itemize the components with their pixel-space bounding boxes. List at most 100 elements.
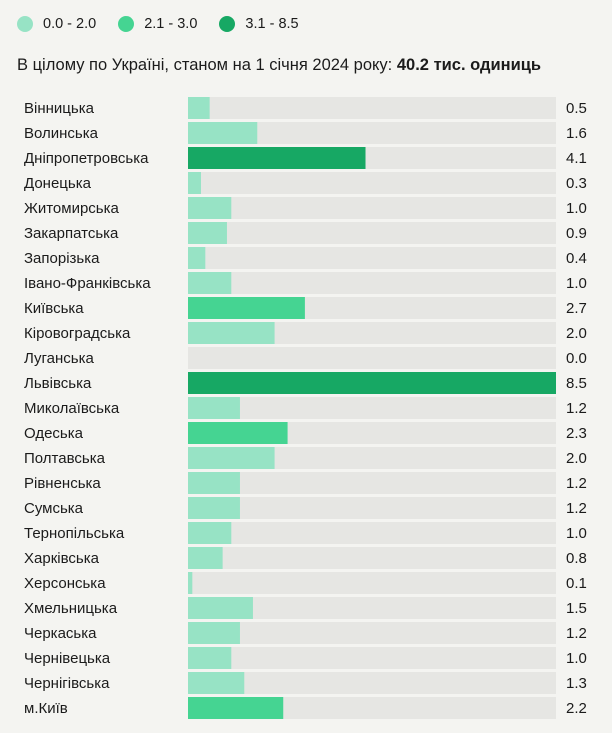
legend-item-low[interactable]: 0.0 - 2.0 (17, 16, 96, 32)
bar-row-миколаївська[interactable]: Миколаївська 1.2 (24, 397, 587, 419)
bar-track (188, 322, 556, 344)
category-label: Волинська (24, 125, 99, 142)
bar-track (188, 472, 556, 494)
category-label: Тернопільська (24, 525, 125, 542)
bar-row-чернівецька[interactable]: Чернівецька 1.0 (24, 647, 587, 669)
category-label: м.Київ (24, 700, 68, 717)
bar[interactable] (188, 172, 201, 194)
category-label: Луганська (24, 350, 94, 367)
bar[interactable] (188, 497, 240, 519)
bar[interactable] (188, 697, 284, 719)
category-label: Черкаська (24, 625, 97, 642)
bar[interactable] (188, 522, 232, 544)
legend-dot-mid-icon (118, 16, 135, 32)
bar[interactable] (188, 222, 227, 244)
value-label: 0.4 (566, 250, 587, 267)
bar-row-хмельницька[interactable]: Хмельницька 1.5 (24, 597, 587, 619)
category-label: Полтавська (24, 450, 106, 467)
bar[interactable] (188, 422, 288, 444)
bar[interactable] (188, 147, 366, 169)
bar[interactable] (188, 122, 258, 144)
bar-row-харківська[interactable]: Харківська 0.8 (24, 547, 587, 569)
category-label: Запорізька (24, 250, 100, 267)
bar-row-кіровоградська[interactable]: Кіровоградська 2.0 (24, 322, 587, 344)
bar-track (188, 347, 556, 369)
bar-row-вінницька[interactable]: Вінницька 0.5 (24, 97, 587, 119)
bar[interactable] (188, 197, 232, 219)
bar-row-сумська[interactable]: Сумська 1.2 (24, 497, 587, 519)
bar-track (188, 172, 556, 194)
value-label: 8.5 (566, 375, 587, 392)
bar-track (188, 647, 556, 669)
bar-row-івано-франківська[interactable]: Івано-Франківська 1.0 (24, 272, 587, 294)
bar[interactable] (188, 372, 556, 394)
bar[interactable] (188, 572, 193, 594)
legend: 0.0 - 2.0 2.1 - 3.0 3.1 - 8.5 (17, 10, 321, 38)
bar[interactable] (188, 672, 245, 694)
value-label: 0.3 (566, 175, 587, 192)
legend-item-high[interactable]: 3.1 - 8.5 (219, 16, 299, 32)
bar-row-м-київ[interactable]: м.Київ 2.2 (24, 697, 587, 719)
bar[interactable] (188, 97, 210, 119)
bar[interactable] (188, 647, 232, 669)
bar-row-київська[interactable]: Київська 2.7 (24, 297, 587, 319)
bar-track (188, 497, 556, 519)
category-label: Чернівецька (24, 650, 111, 667)
bar-row-житомирська[interactable]: Житомирська 1.0 (24, 197, 587, 219)
bar[interactable] (188, 547, 223, 569)
bar[interactable] (188, 447, 275, 469)
bar-row-тернопільська[interactable]: Тернопільська 1.0 (24, 522, 587, 544)
bar-track (188, 597, 556, 619)
legend-dot-high-icon (219, 16, 236, 32)
bar-row-закарпатська[interactable]: Закарпатська 0.9 (24, 222, 587, 244)
bar-row-дніпропетровська[interactable]: Дніпропетровська 4.1 (24, 147, 587, 169)
bar-row-чернігівська[interactable]: Чернігівська 1.3 (24, 672, 587, 694)
bar[interactable] (188, 472, 240, 494)
bar-row-донецька[interactable]: Донецька 0.3 (24, 172, 587, 194)
category-label: Рівненська (24, 475, 101, 492)
category-label: Одеська (24, 425, 84, 442)
bar-track (188, 547, 556, 569)
category-label: Вінницька (24, 100, 95, 117)
bar-track (188, 197, 556, 219)
bar[interactable] (188, 297, 305, 319)
value-label: 0.9 (566, 225, 587, 242)
value-label: 0.5 (566, 100, 587, 117)
bar-row-одеська[interactable]: Одеська 2.3 (24, 422, 587, 444)
category-label: Сумська (24, 500, 84, 517)
bar[interactable] (188, 397, 240, 419)
bar-row-львівська[interactable]: Львівська 8.5 (24, 372, 587, 394)
bar[interactable] (188, 247, 206, 269)
bar-row-херсонська[interactable]: Херсонська 0.1 (24, 572, 587, 594)
value-label: 1.2 (566, 475, 587, 492)
category-label: Херсонська (24, 575, 106, 592)
bar-row-полтавська[interactable]: Полтавська 2.0 (24, 447, 587, 469)
value-label: 4.1 (566, 150, 587, 167)
value-label: 1.2 (566, 500, 587, 517)
category-label: Кіровоградська (24, 325, 131, 342)
category-label: Закарпатська (24, 225, 119, 242)
bar-track (188, 622, 556, 644)
legend-dot-low-icon (17, 16, 33, 32)
bar-row-луганська[interactable]: Луганська 0.0 (24, 347, 587, 369)
bar-track (188, 247, 556, 269)
bar-track (188, 522, 556, 544)
bar-track (188, 397, 556, 419)
bar-row-рівненська[interactable]: Рівненська 1.2 (24, 472, 587, 494)
bar[interactable] (188, 322, 275, 344)
bar[interactable] (188, 622, 240, 644)
category-label: Київська (24, 300, 84, 317)
summary-line: В цілому по Україні, станом на 1 січня 2… (17, 56, 541, 75)
bar[interactable] (188, 597, 253, 619)
bar[interactable] (188, 272, 232, 294)
category-label: Миколаївська (24, 400, 120, 417)
legend-item-mid[interactable]: 2.1 - 3.0 (118, 16, 197, 32)
bar-row-волинська[interactable]: Волинська 1.6 (24, 122, 587, 144)
value-label: 1.5 (566, 600, 587, 617)
category-label: Івано-Франківська (24, 275, 151, 292)
summary-text: В цілому по Україні, станом на 1 січня 2… (17, 56, 393, 74)
category-label: Харківська (24, 550, 100, 567)
category-label: Чернігівська (24, 675, 110, 692)
bar-row-черкаська[interactable]: Черкаська 1.2 (24, 622, 587, 644)
bar-row-запорізька[interactable]: Запорізька 0.4 (24, 247, 587, 269)
